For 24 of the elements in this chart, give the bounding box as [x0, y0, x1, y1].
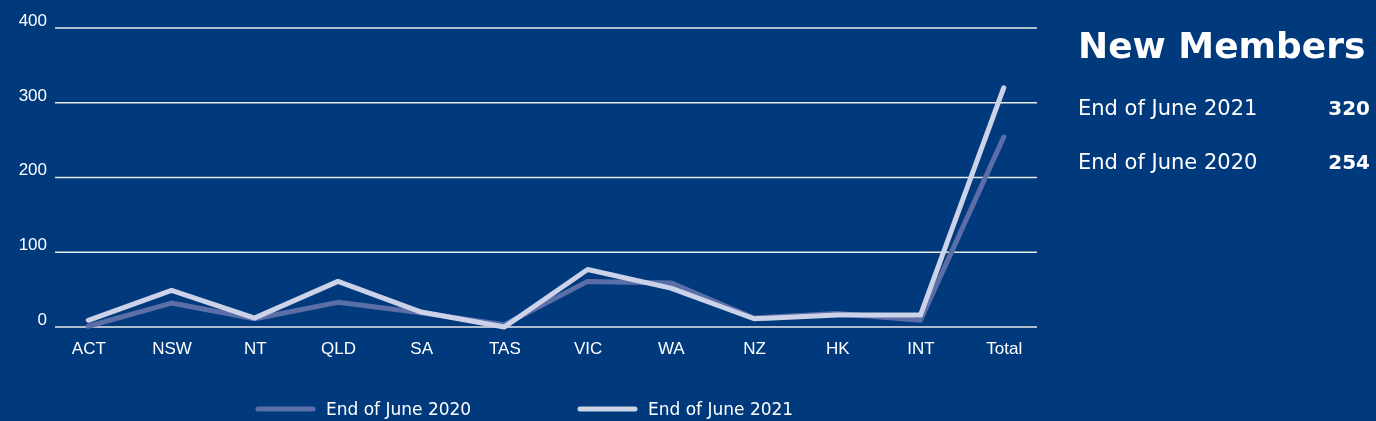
text: 254: [1328, 150, 1370, 174]
x-tick-label: NSW: [152, 338, 192, 358]
y-tick-label: 300: [18, 85, 47, 105]
text: End of June 2021: [1078, 96, 1258, 120]
text: New Members: [1078, 25, 1366, 66]
x-tick-label: VIC: [573, 338, 603, 358]
text: 320: [1328, 96, 1370, 120]
y-tick-label: 200: [18, 160, 47, 180]
x-tick-label: ACT: [71, 338, 106, 358]
text: End of June 2020: [1078, 150, 1258, 174]
x-tick-label: Total: [986, 338, 1023, 358]
x-tick-label: SA: [410, 338, 434, 358]
x-tick-label: INT: [907, 338, 935, 358]
x-tick-label: NT: [243, 338, 267, 358]
x-tick-label: TAS: [488, 338, 521, 358]
x-tick-label: NZ: [743, 338, 766, 358]
legend-label: End of June 2020: [326, 399, 472, 419]
y-tick-label: 400: [18, 10, 47, 30]
x-tick-label: HK: [825, 338, 851, 358]
x-tick-label: WA: [657, 338, 686, 358]
x-tick-label: QLD: [320, 338, 356, 358]
legend-label: End of June 2021: [648, 399, 794, 419]
y-tick-label: 100: [18, 235, 47, 255]
y-tick-label: 0: [37, 309, 47, 329]
